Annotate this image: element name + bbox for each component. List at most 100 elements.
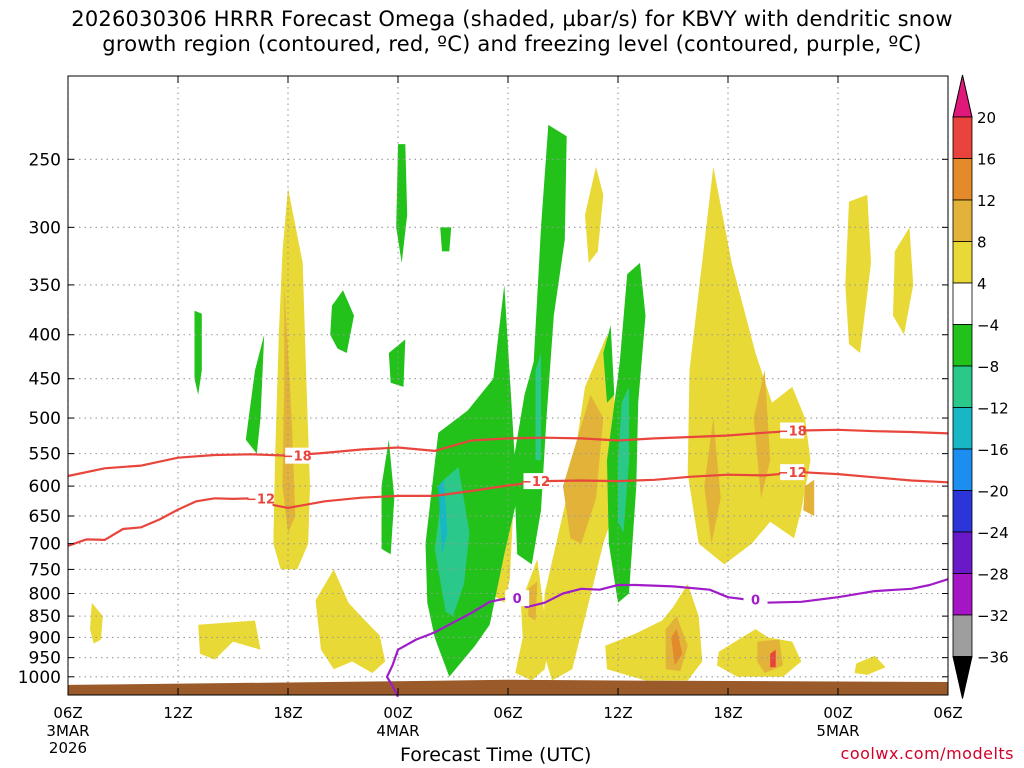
y-tick-label: 650	[29, 507, 61, 527]
colorbar-bin	[952, 158, 973, 201]
x-tick-label: 00Z	[383, 704, 412, 722]
y-tick-label: 700	[29, 535, 61, 555]
colorbar-top-arrow	[952, 74, 973, 118]
y-tick-label: 900	[29, 628, 61, 648]
y-tick-label: 400	[29, 326, 61, 346]
colorbar-label: −16	[977, 441, 1009, 459]
contour-label-bg	[743, 591, 768, 608]
omega-green-region	[440, 227, 452, 252]
omega-orange-core	[803, 479, 815, 516]
colorbar-label: 16	[977, 151, 996, 169]
x-tick-label: 12Z	[163, 704, 192, 722]
y-tick-label: 250	[29, 150, 61, 170]
omega-yellow-region	[315, 569, 386, 673]
colorbar-bottom-arrow	[952, 656, 973, 699]
colorbar-label: −32	[977, 607, 1009, 625]
y-tick-label: 800	[29, 584, 61, 604]
omega-yellow-region	[198, 620, 261, 660]
omega-orange-core	[528, 581, 538, 621]
x-tick-label: 12Z	[603, 704, 632, 722]
omega-yellow-region	[90, 602, 103, 644]
chart-title-line2: growth region (contoured, red, ºC) and f…	[102, 32, 922, 56]
omega-green-region	[245, 334, 265, 454]
colorbar-bin	[952, 490, 973, 533]
omega-orange-core	[753, 370, 771, 499]
omega-green-region	[513, 124, 567, 565]
colorbar-label: −36	[977, 649, 1009, 667]
omega-yellow-region	[687, 166, 811, 565]
colorbar-bin	[952, 365, 973, 408]
omega-teal-region	[618, 386, 629, 533]
colorbar-bin	[952, 531, 973, 574]
colorbar-bin	[952, 324, 973, 367]
colorbar-label: −12	[977, 400, 1009, 418]
omega-red-core	[770, 649, 776, 668]
colorbar-bin	[952, 116, 973, 159]
colorbar-bin	[952, 573, 973, 616]
y-tick-label: 450	[29, 370, 61, 390]
colorbar-bin	[952, 241, 973, 284]
colorbar-label: −24	[977, 524, 1009, 542]
x-tick-label: 18Z	[273, 704, 302, 722]
colorbar-label: −8	[977, 358, 999, 376]
x-tick-date: 3MAR	[46, 722, 89, 740]
credit-link[interactable]: coolwx.com/modelts	[840, 744, 1014, 763]
y-tick-label: 850	[29, 607, 61, 627]
colorbar-label: −4	[977, 317, 999, 335]
omega-red-core	[671, 629, 683, 666]
colorbar-bin	[952, 407, 973, 450]
x-tick-label: 06Z	[53, 704, 82, 722]
omega-cyan-core	[438, 479, 448, 555]
y-tick-label: 750	[29, 560, 61, 580]
omega-orange-core	[757, 639, 783, 673]
omega-green-region	[425, 284, 518, 677]
colorbar-bin	[952, 199, 973, 242]
contour-label: −12	[521, 475, 550, 490]
contour-label-bg	[780, 422, 805, 439]
colorbar-bin	[952, 448, 973, 491]
colorbar-label: 20	[977, 109, 996, 127]
contour-label-bg	[780, 464, 805, 481]
omega-orange-core	[704, 418, 721, 544]
omega-green-region	[330, 290, 354, 353]
contour-line	[385, 578, 949, 698]
y-tick-label: 600	[29, 477, 61, 497]
contour-label-bg	[285, 447, 310, 464]
y-tick-label: 350	[29, 276, 61, 296]
y-tick-label: 500	[29, 409, 61, 429]
y-tick-label: 300	[29, 218, 61, 238]
omega-yellow-region	[893, 227, 914, 335]
x-tick-label: 06Z	[933, 704, 962, 722]
chart-title-line1: 2026030306 HRRR Forecast Omega (shaded, …	[71, 7, 953, 31]
omega-green-region	[194, 310, 202, 395]
x-axis-title: Forecast Time (UTC)	[400, 744, 592, 766]
colorbar-label: 8	[977, 234, 987, 252]
contour-label: −12	[778, 466, 807, 481]
contour-label-bg	[248, 490, 273, 507]
contour-label-bg	[505, 590, 530, 607]
omega-green-region	[388, 339, 406, 387]
contour-label: 0	[751, 594, 760, 609]
omega-orange-core	[563, 394, 604, 544]
omega-teal-region	[535, 353, 541, 461]
omega-yellow-region	[845, 194, 871, 353]
y-tick-label: 550	[29, 445, 61, 465]
contour-label: −12	[246, 492, 275, 507]
omega-orange-core	[282, 284, 296, 533]
colorbar-label: −20	[977, 483, 1009, 501]
x-tick-year: 2026	[49, 739, 87, 757]
colorbar-bin	[952, 282, 973, 325]
y-tick-label: 1000	[18, 668, 61, 688]
contour-label: 0	[513, 592, 522, 607]
colorbar-label: 4	[977, 275, 987, 293]
omega-green-region	[396, 144, 408, 263]
omega-yellow-region	[273, 188, 310, 570]
contour-label-bg	[523, 473, 548, 490]
omega-yellow-region	[585, 166, 604, 263]
x-tick-label: 00Z	[823, 704, 852, 722]
colorbar-bin	[952, 614, 973, 657]
x-tick-label: 18Z	[713, 704, 742, 722]
x-tick-label: 06Z	[493, 704, 522, 722]
x-tick-date: 4MAR	[376, 722, 419, 740]
